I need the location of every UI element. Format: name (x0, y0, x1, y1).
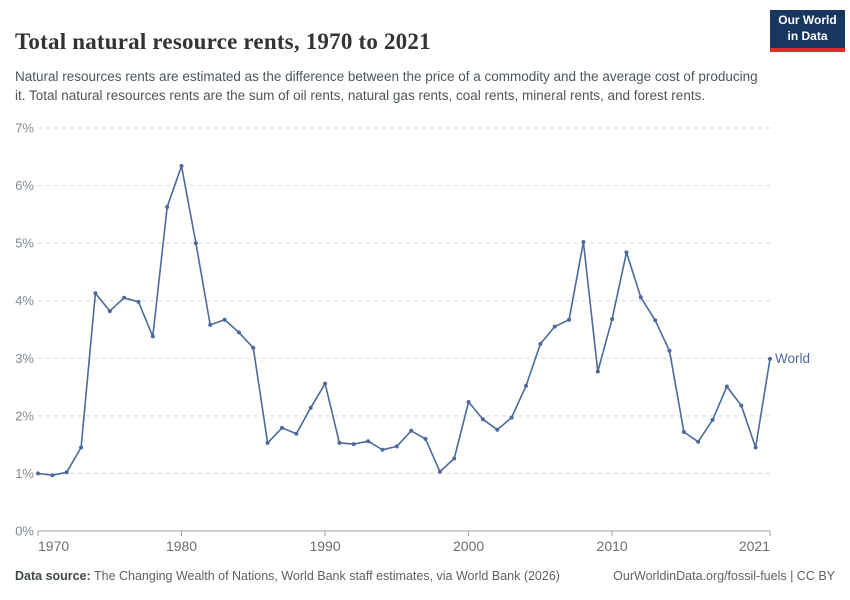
owid-logo-line1: Our World (778, 13, 837, 28)
data-point[interactable] (524, 383, 528, 388)
data-point[interactable] (208, 322, 213, 327)
y-tick-label: 1% (15, 466, 34, 481)
x-tick-label: 1970 (38, 538, 69, 554)
data-point[interactable] (136, 299, 141, 304)
data-point[interactable] (466, 400, 471, 404)
data-point[interactable] (567, 317, 572, 322)
data-point[interactable] (50, 473, 55, 478)
data-point[interactable] (308, 405, 313, 410)
page-title: Total natural resource rents, 1970 to 20… (15, 29, 431, 55)
y-tick-label: 7% (15, 121, 34, 136)
x-tick-label: 2000 (453, 538, 484, 554)
data-point[interactable] (509, 415, 514, 420)
data-point[interactable] (251, 345, 256, 350)
data-line-world[interactable] (37, 165, 771, 476)
data-point[interactable] (595, 369, 600, 374)
data-point[interactable] (380, 447, 385, 452)
data-point[interactable] (236, 330, 241, 335)
x-tick-label: 1990 (309, 538, 340, 554)
data-point[interactable] (93, 291, 98, 296)
chart-subtitle: Natural resources rents are estimated as… (15, 68, 758, 104)
data-point[interactable] (667, 348, 672, 353)
y-tick-label: 6% (15, 178, 34, 193)
data-point[interactable] (768, 356, 772, 361)
y-tick-label: 4% (15, 293, 34, 308)
owid-logo-line2: in Data (787, 29, 828, 43)
data-point[interactable] (323, 381, 328, 386)
y-tick-label: 5% (15, 236, 34, 251)
data-point[interactable] (79, 445, 84, 450)
chart-footer: Data source: The Changing Wealth of Nati… (15, 569, 835, 583)
y-tick-label: 2% (15, 408, 34, 423)
data-point[interactable] (696, 439, 701, 444)
data-point[interactable] (538, 341, 543, 346)
data-point[interactable] (753, 445, 758, 450)
data-point[interactable] (681, 430, 686, 434)
data-point[interactable] (150, 334, 155, 339)
data-point[interactable] (122, 295, 127, 300)
owid-logo[interactable]: Our World in Data (770, 10, 845, 52)
data-point[interactable] (724, 384, 729, 389)
data-point[interactable] (581, 240, 586, 244)
data-point[interactable] (610, 317, 615, 322)
data-point[interactable] (280, 425, 284, 430)
data-source-label: Data source: (15, 569, 91, 583)
data-point[interactable] (394, 444, 399, 449)
data-point[interactable] (351, 442, 356, 447)
data-point[interactable] (294, 431, 299, 436)
data-point[interactable] (653, 318, 658, 323)
data-point[interactable] (337, 440, 342, 445)
data-source-text: Data source: The Changing Wealth of Nati… (15, 569, 560, 583)
data-source-value: The Changing Wealth of Nations, World Ba… (90, 569, 560, 583)
x-tick-label: 2021 (739, 538, 770, 554)
data-point[interactable] (409, 428, 414, 433)
data-point[interactable] (480, 417, 485, 422)
data-point[interactable] (437, 469, 442, 474)
data-point[interactable] (495, 427, 500, 432)
x-tick-label: 2010 (597, 538, 628, 554)
data-point[interactable] (222, 317, 227, 322)
data-point[interactable] (552, 324, 557, 329)
data-point[interactable] (165, 204, 170, 209)
data-point[interactable] (710, 417, 715, 422)
data-point[interactable] (64, 470, 69, 475)
y-tick-label: 0% (15, 524, 34, 539)
data-point[interactable] (624, 250, 629, 255)
data-point[interactable] (366, 439, 371, 444)
data-point[interactable] (452, 456, 457, 461)
data-point[interactable] (36, 471, 40, 476)
y-tick-label: 3% (15, 351, 34, 366)
series-end-label-world[interactable]: World (775, 351, 811, 366)
data-point[interactable] (179, 164, 184, 168)
x-tick-label: 1980 (166, 538, 197, 554)
data-point[interactable] (423, 436, 428, 441)
data-point[interactable] (739, 403, 744, 408)
data-point[interactable] (265, 440, 270, 445)
data-point[interactable] (107, 309, 112, 314)
data-point[interactable] (638, 295, 643, 300)
data-point[interactable] (193, 241, 198, 246)
owid-url-license-link[interactable]: OurWorldinData.org/fossil-fuels | CC BY (613, 569, 835, 583)
